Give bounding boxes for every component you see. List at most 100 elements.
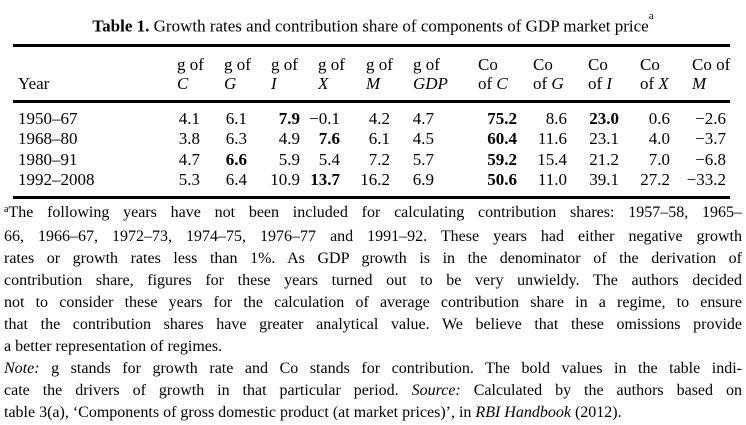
footnote-text: Source: xyxy=(411,381,461,399)
column-header-line1: Co xyxy=(588,54,608,74)
cell-value: 3.8 xyxy=(178,129,200,149)
cell-value: 7.9 xyxy=(278,108,300,128)
cell-value: 6.9 xyxy=(412,170,434,190)
cell-value: 7.6 xyxy=(318,129,340,149)
header-text: of xyxy=(640,73,659,93)
column-header-line1: g of xyxy=(177,54,204,74)
column-header-line2: G xyxy=(224,74,251,93)
cell-year: 1968–80 xyxy=(18,129,78,149)
header-text: of xyxy=(588,73,607,93)
cell-value: 6.3 xyxy=(225,129,247,149)
cell-value: 50.6 xyxy=(487,170,517,190)
column-header-g-of-c: g of C xyxy=(175,45,204,103)
footnote-text: a better representation of regimes. xyxy=(4,337,223,355)
cell-value: 59.2 xyxy=(487,149,517,169)
cell-value: 0.6 xyxy=(648,108,670,128)
footnote-text: Note: xyxy=(4,359,40,377)
footnote-line: that the contribution shares have greate… xyxy=(4,314,742,336)
cell-value: 8.6 xyxy=(545,108,567,128)
column-header-g-of-x: g of X xyxy=(304,45,345,103)
header-variable: G xyxy=(551,73,564,93)
footnote-line: aThe following years have not been inclu… xyxy=(4,202,742,226)
footnote-text: 66, 1966–67, 1972–73, 1974–75, 1976–77 a… xyxy=(4,227,742,245)
cell-value: 4.0 xyxy=(648,129,670,149)
cell-value: 4.5 xyxy=(412,129,434,149)
footnote-line: not to consider these years for the calc… xyxy=(4,292,742,314)
footnote-text: cate the drivers of growth in that parti… xyxy=(4,381,412,399)
header-variable: C xyxy=(177,73,189,93)
cell-value: 5.9 xyxy=(278,149,300,169)
column-header-line2: C xyxy=(177,74,204,93)
column-header-line2: of C xyxy=(478,74,521,93)
cell-value: −33.2 xyxy=(686,170,726,190)
header-variable: X xyxy=(318,73,329,93)
footnote-text: not to consider these years for the calc… xyxy=(4,293,742,311)
column-header-co-of-g: Co of G xyxy=(521,45,571,103)
column-header-line1: Co xyxy=(640,54,660,74)
cell-value: 23.0 xyxy=(589,108,619,128)
column-header-line1: g of xyxy=(413,54,440,74)
cell-value: 15.4 xyxy=(537,149,567,169)
table-caption-footnote-marker: a xyxy=(648,10,654,22)
header-variable: GDP xyxy=(413,73,448,93)
footnote-text: The following years have not been includ… xyxy=(8,203,742,221)
header-variable: M xyxy=(692,73,707,93)
cell-value: 6.4 xyxy=(225,170,247,190)
table-caption-text: Growth rates and contribution share of c… xyxy=(153,16,649,36)
cell-value: 27.2 xyxy=(640,170,670,190)
table-row: 1968–80 3.8 6.3 4.9 7.6 6.1 4.5 60.4 11.6 23.1 4.0… xyxy=(13,129,730,150)
footnote-text: that the contribution shares have greate… xyxy=(4,315,742,333)
cell-value: 11.6 xyxy=(537,129,567,149)
column-header-line2: X xyxy=(318,74,344,93)
cell-value: 6.6 xyxy=(225,149,247,169)
cell-value: 23.1 xyxy=(589,129,619,149)
footnote-line: a better representation of regimes. xyxy=(4,336,742,358)
cell-value: 4.9 xyxy=(278,129,300,149)
column-header-co-of-c: Co of C xyxy=(438,45,521,103)
cell-value: 10.9 xyxy=(270,170,300,190)
footnote-text: Calculated by the authors based on xyxy=(460,381,742,399)
column-header-line1 xyxy=(18,55,175,74)
footnote-line: cate the drivers of growth in that parti… xyxy=(4,380,742,402)
column-header-g-of-g: g of G xyxy=(204,45,251,103)
cell-value: 60.4 xyxy=(487,129,517,149)
column-header-co-of-m: Co of M xyxy=(674,45,731,103)
footnote-line: rates or growth rates less than 1%. As G… xyxy=(4,248,742,270)
footnote-text: contribution share, figures for these ye… xyxy=(4,271,742,289)
header-text: of xyxy=(533,73,552,93)
column-header-line1: Co xyxy=(478,54,498,74)
footnote-text: RBI Handbook xyxy=(475,403,571,421)
header-text: Year xyxy=(18,73,50,93)
column-header-line2: M xyxy=(692,74,730,93)
footnote-line: table 3(a), ‘Components of gross domesti… xyxy=(4,402,742,424)
cell-value: 5.4 xyxy=(318,149,340,169)
column-header-line1: g of xyxy=(224,54,251,74)
column-header-line2: Year xyxy=(18,74,175,93)
cell-value: −2.6 xyxy=(695,108,726,128)
table-row: 1980–91 4.7 6.6 5.9 5.4 7.2 5.7 59.2 15.4 21.2 7.0… xyxy=(13,150,730,171)
table-footnotes: aThe following years have not been inclu… xyxy=(4,202,742,424)
cell-value: 7.2 xyxy=(368,149,390,169)
cell-value: 6.1 xyxy=(225,108,247,128)
column-header-line1: g of xyxy=(366,54,393,74)
footnote-text: g stands for growth rate and Co stands f… xyxy=(39,359,742,377)
column-header-line2: of I xyxy=(588,74,623,93)
table-row: 1950–67 4.1 6.1 7.9 −0.1 4.2 4.7 75.2 8.6 23.0 0.6… xyxy=(13,101,730,129)
header-variable: I xyxy=(606,73,613,93)
column-header-line1: Co of xyxy=(692,54,731,74)
cell-value: 7.0 xyxy=(648,149,670,169)
column-header-line1: g of xyxy=(271,54,298,74)
cell-value: 39.1 xyxy=(589,170,619,190)
header-variable: C xyxy=(496,73,508,93)
cell-value: 16.2 xyxy=(360,170,390,190)
column-header-g-of-m: g of M xyxy=(344,45,394,103)
cell-year: 1950–67 xyxy=(18,108,78,128)
cell-value: −6.8 xyxy=(695,149,726,169)
footnote-superscript-marker: a xyxy=(4,203,9,215)
column-header-g-of-i: g of I xyxy=(251,45,304,103)
header-variable: M xyxy=(366,73,381,93)
